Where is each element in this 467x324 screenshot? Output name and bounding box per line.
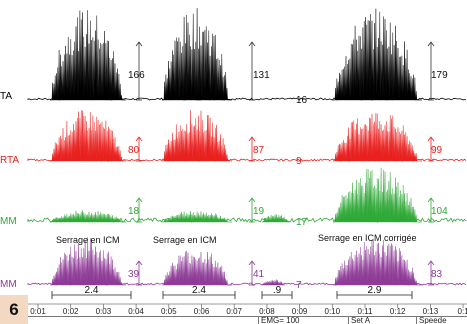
channel-value: 83 [431,269,443,280]
value-arrow-head [427,136,435,142]
figure-number: 6 [0,295,28,324]
value-arrow-head [135,41,143,47]
burst-annotation: Serrage en ICM corrigée [318,233,417,243]
value-arrow-head [248,260,256,266]
time-tick-label: 0:05 [161,307,177,316]
channel-value: 80 [128,145,140,156]
value-arrow-head [427,260,435,266]
speed-readout: Speede [416,317,449,324]
time-tick-label: 0:13 [423,307,439,316]
channel-value: 179 [431,70,448,81]
channel-value: 7 [296,280,302,291]
activity-burst [162,210,232,223]
channel-value: 104 [431,206,448,217]
time-tick-label: 0:10 [325,307,341,316]
channel-value: 16 [296,95,308,106]
time-tick-label: 0:09 [292,307,308,316]
channel-value: 18 [128,206,140,217]
channel-value: 131 [253,70,270,81]
time-tick-label: 0:07 [226,307,242,316]
activity-burst [262,214,290,223]
time-tick-label: 0:04 [128,307,144,316]
value-arrow-head [248,136,256,142]
value-arrow-head [135,197,143,203]
value-arrow-head [135,260,143,266]
time-tick-label: 0:12 [390,307,406,316]
activity-burst [162,8,232,101]
channel-value: 166 [128,70,145,81]
channel-value: 87 [253,145,265,156]
channel-label: TA [0,91,12,102]
channel-label: MM [0,216,17,227]
channel-value: 9 [296,156,302,167]
activity-burst [50,110,126,162]
duration-label: 2.9 [368,285,382,296]
duration-label: 2.4 [192,285,206,296]
time-tick-label: 0:03 [96,307,112,316]
burst-annotation: Serrage en ICM [153,235,217,245]
duration-label: 2.4 [85,285,99,296]
channel-value: 99 [431,145,443,156]
set-readout: Set A [348,317,372,324]
duration-label: .9 [273,285,282,296]
activity-burst [162,110,232,162]
activity-burst [50,237,126,286]
time-tick-label: 0:01 [30,307,46,316]
value-arrow-head [248,197,256,203]
channel-value: 17 [296,217,308,228]
activity-burst [333,113,422,162]
activity-burst [333,167,422,223]
channel-label: RTA [0,155,19,166]
value-arrow-head [427,41,435,47]
value-arrow-head [248,41,256,47]
time-tick-label: 0:02 [63,307,79,316]
channel-value: 41 [253,269,265,280]
activity-burst [50,210,126,223]
time-tick-label: 0:11 [358,307,374,316]
activity-burst [262,279,285,286]
value-arrow-head [427,197,435,203]
time-tick-label: 0:08 [259,307,275,316]
burst-annotation: Serrage en ICM [56,235,120,245]
activity-burst [162,250,232,286]
activity-burst [333,239,422,286]
status-footer: EMG= 100 Set A Speede [28,316,467,324]
channel-label: MM [0,279,17,290]
activity-burst [50,10,126,101]
channel-value: 39 [128,269,140,280]
time-tick-label: 0:06 [194,307,210,316]
time-tick-label: 0:1 [458,307,467,316]
channel-value: 19 [253,206,265,217]
activity-burst [333,8,422,101]
emg-gain-readout: EMG= 100 [258,317,301,324]
value-arrow-head [135,136,143,142]
